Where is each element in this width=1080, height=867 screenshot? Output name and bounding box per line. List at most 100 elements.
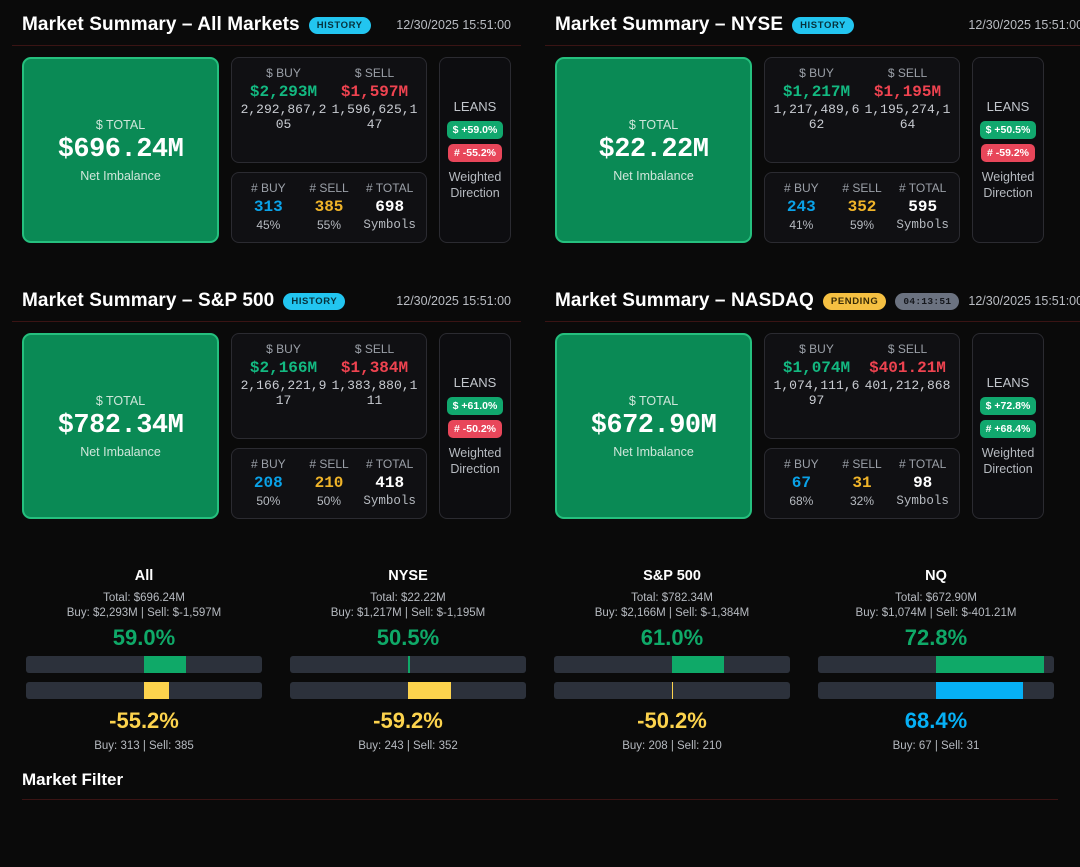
leans-title: LEANS (453, 98, 497, 114)
metrics-column: $ BUY $1,074M 1,074,111,697 $ SELL $401.… (764, 333, 960, 519)
total-sublabel: Net Imbalance (613, 168, 694, 183)
comparison-s-p-500: S&P 500 Total: $782.34M Buy: $2,166M | S… (540, 568, 804, 752)
dollar-buy-value: $1,074M (782, 359, 851, 377)
comparison-total: Total: $672.90M (895, 592, 977, 604)
leans-footnote-line2: Direction (450, 185, 500, 200)
net-imbalance-total-card: $ TOTAL $782.34M Net Imbalance (22, 333, 219, 519)
dollar-sell-raw: 1,383,880,111 (331, 378, 418, 408)
panel-market-summary-nyse: Market Summary – NYSE HISTORY 12/30/2025… (533, 0, 1080, 276)
panel-title: Market Summary – NASDAQ (555, 290, 814, 311)
leans-footnote: Weighted Direction (982, 446, 1035, 477)
comparison-nyse: NYSE Total: $22.22M Buy: $1,217M | Sell:… (276, 568, 540, 752)
dollar-buy-cell: $ BUY $2,293M 2,292,867,205 (238, 66, 329, 133)
count-sell-cell: # SELL 31 32% (832, 457, 893, 508)
comparison-count-bar-track (554, 682, 790, 699)
panel-timestamp: 12/30/2025 15:51:00 (968, 18, 1080, 32)
count-sell-pct: 32% (849, 494, 875, 508)
dollar-metrics-card: $ BUY $2,166M 2,166,221,917 $ SELL $1,38… (231, 333, 427, 439)
dollar-sell-cell: $ SELL $1,384M 1,383,880,111 (329, 342, 420, 409)
comparison-count-bar-track (290, 682, 526, 699)
count-buy-label: # BUY (783, 457, 819, 471)
leans-count-pill: # -55.2% (447, 143, 503, 162)
count-sell-label: # SELL (842, 181, 882, 195)
count-total-cell: # TOTAL 418 Symbols (359, 457, 420, 508)
comparison-count-pct: 68.4% (904, 708, 968, 733)
leans-count-pill: # -59.2% (980, 143, 1036, 162)
total-label: $ TOTAL (628, 393, 679, 408)
count-total-value: 98 (913, 474, 933, 492)
comparison-counts: Buy: 208 | Sell: 210 (622, 740, 722, 752)
metrics-column: $ BUY $2,166M 2,166,221,917 $ SELL $1,38… (231, 333, 427, 519)
panel-title: Market Summary – All Markets (22, 14, 300, 35)
comparison-dollar-pct: 50.5% (376, 625, 440, 650)
panel-market-summary-s-p-500: Market Summary – S&P 500 HISTORY 12/30/2… (0, 276, 533, 552)
count-sell-label: # SELL (842, 457, 882, 471)
count-buy-value: 243 (786, 198, 816, 216)
count-total-sublabel: Symbols (896, 494, 949, 508)
leans-footnote: Weighted Direction (449, 170, 502, 201)
count-sell-cell: # SELL 352 59% (832, 181, 893, 232)
leans-card: LEANS $ +72.8% # +68.4% Weighted Directi… (972, 333, 1044, 519)
panel-header: Market Summary – NYSE HISTORY 12/30/2025… (545, 14, 1080, 46)
comparison-dollar-pct: 72.8% (904, 625, 968, 650)
comparison-count-pct: -50.2% (637, 708, 707, 733)
comparison-counts: Buy: 67 | Sell: 31 (892, 740, 980, 752)
count-total-sublabel: Symbols (896, 218, 949, 232)
count-total-label: # TOTAL (899, 181, 947, 195)
status-badge: HISTORY (792, 16, 854, 34)
dollar-buy-raw: 2,166,221,917 (240, 378, 327, 408)
comparison-all: All Total: $696.24M Buy: $2,293M | Sell:… (12, 568, 276, 752)
count-sell-label: # SELL (309, 457, 349, 471)
dollar-buy-value: $2,293M (249, 83, 318, 101)
market-summary-grid: Market Summary – All Markets HISTORY 12/… (0, 0, 1080, 552)
leans-footnote-line1: Weighted (448, 169, 502, 184)
leans-dollar-pill: $ +50.5% (979, 120, 1037, 139)
panel-title: Market Summary – S&P 500 (22, 290, 275, 311)
count-total-label: # TOTAL (366, 181, 414, 195)
comparison-buy-sell: Buy: $2,166M | Sell: $-1,384M (594, 607, 750, 619)
countdown-timer: 04:13:51 (895, 292, 960, 310)
dollar-sell-label: $ SELL (887, 66, 928, 80)
dollar-sell-value: $1,195M (873, 83, 942, 101)
count-metrics-card: # BUY 313 45% # SELL 385 55% # TOTAL 698 (231, 172, 427, 243)
dollar-sell-label: $ SELL (354, 66, 395, 80)
dollar-buy-label: $ BUY (799, 342, 834, 356)
panel-body: $ TOTAL $672.90M Net Imbalance $ BUY $1,… (545, 322, 1080, 519)
count-metrics-card: # BUY 67 68% # SELL 31 32% # TOTAL 98 (764, 448, 960, 519)
leans-card: LEANS $ +59.0% # -55.2% Weighted Directi… (439, 57, 511, 243)
leans-dollar-pill: $ +72.8% (979, 396, 1037, 415)
comparison-count-bar-fill (408, 682, 452, 699)
count-total-label: # TOTAL (899, 457, 947, 471)
comparison-market-name: All (134, 568, 154, 584)
total-sublabel: Net Imbalance (80, 168, 161, 183)
count-buy-cell: # BUY 67 68% (771, 457, 832, 508)
leans-footnote-line1: Weighted (448, 445, 502, 460)
total-value: $782.34M (57, 410, 184, 441)
metrics-column: $ BUY $1,217M 1,217,489,662 $ SELL $1,19… (764, 57, 960, 243)
dollar-buy-value: $1,217M (782, 83, 851, 101)
count-sell-pct: 59% (849, 218, 875, 232)
count-sell-cell: # SELL 385 55% (299, 181, 360, 232)
market-filter-section: Market Filter (0, 752, 1080, 800)
panel-body: $ TOTAL $22.22M Net Imbalance $ BUY $1,2… (545, 46, 1080, 243)
leans-title: LEANS (986, 98, 1030, 114)
count-sell-cell: # SELL 210 50% (299, 457, 360, 508)
dollar-buy-raw: 1,217,489,662 (773, 102, 860, 132)
comparison-buy-sell: Buy: $1,074M | Sell: $-401.21M (855, 607, 1017, 619)
dollar-sell-label: $ SELL (887, 342, 928, 356)
market-comparison-strip: All Total: $696.24M Buy: $2,293M | Sell:… (0, 552, 1080, 752)
market-filter-title: Market Filter (22, 770, 1058, 800)
count-total-sublabel: Symbols (363, 494, 416, 508)
dollar-buy-cell: $ BUY $1,217M 1,217,489,662 (771, 66, 862, 133)
count-buy-cell: # BUY 243 41% (771, 181, 832, 232)
leans-footnote-line2: Direction (983, 185, 1033, 200)
count-total-value: 418 (375, 474, 405, 492)
comparison-count-bar-track (818, 682, 1054, 699)
metrics-column: $ BUY $2,293M 2,292,867,205 $ SELL $1,59… (231, 57, 427, 243)
count-sell-value: 31 (852, 474, 872, 492)
comparison-market-name: NYSE (388, 568, 428, 584)
panel-header: Market Summary – NASDAQ PENDING 04:13:51… (545, 290, 1080, 322)
leans-title: LEANS (453, 374, 497, 390)
comparison-count-bar-fill (144, 682, 169, 699)
comparison-dollar-bar-track (818, 656, 1054, 673)
